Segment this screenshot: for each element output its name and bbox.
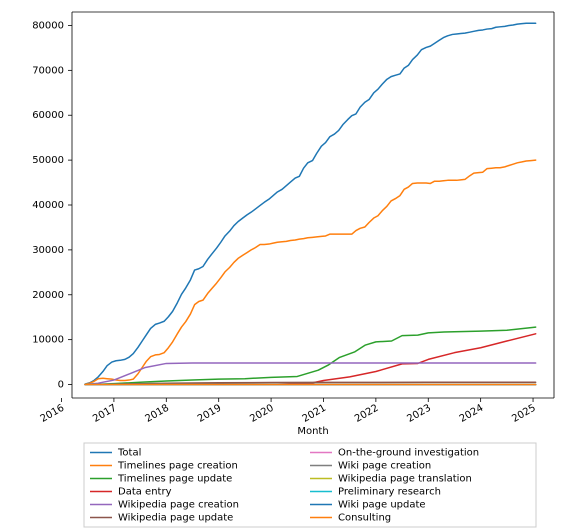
y-tick-label: 40000 xyxy=(32,200,64,211)
y-tick-label: 70000 xyxy=(32,65,64,76)
y-tick-label: 50000 xyxy=(32,155,64,166)
line-chart: 0 10000 20000 30000 40000 50000 60000 70000 8000… xyxy=(0,0,569,528)
y-tick-label: 20000 xyxy=(32,290,64,301)
legend-label: Wikipedia page update xyxy=(118,513,233,524)
y-tick-label: 30000 xyxy=(32,245,64,256)
y-tick-label: 60000 xyxy=(32,110,64,121)
legend-label: Preliminary research xyxy=(338,487,441,498)
legend-label: Wikipedia page creation xyxy=(118,500,239,511)
legend-label: Consulting xyxy=(338,513,391,524)
legend-label: Wiki page update xyxy=(338,500,426,511)
y-tick-label: 0 xyxy=(58,380,64,391)
legend: Total Timelines page creation Timelines pa… xyxy=(84,443,536,527)
legend-label: Data entry xyxy=(118,487,172,498)
legend-label: Timelines page creation xyxy=(117,461,238,472)
y-tick-label: 10000 xyxy=(32,335,64,346)
y-tick-label: 80000 xyxy=(32,20,64,31)
legend-label: Total xyxy=(117,448,141,459)
legend-label: Timelines page update xyxy=(117,474,232,485)
x-axis-label: Month xyxy=(297,426,328,437)
legend-label: Wiki page creation xyxy=(338,461,431,472)
legend-label: On-the-ground investigation xyxy=(338,448,479,459)
legend-label: Wikipedia page translation xyxy=(338,474,472,485)
